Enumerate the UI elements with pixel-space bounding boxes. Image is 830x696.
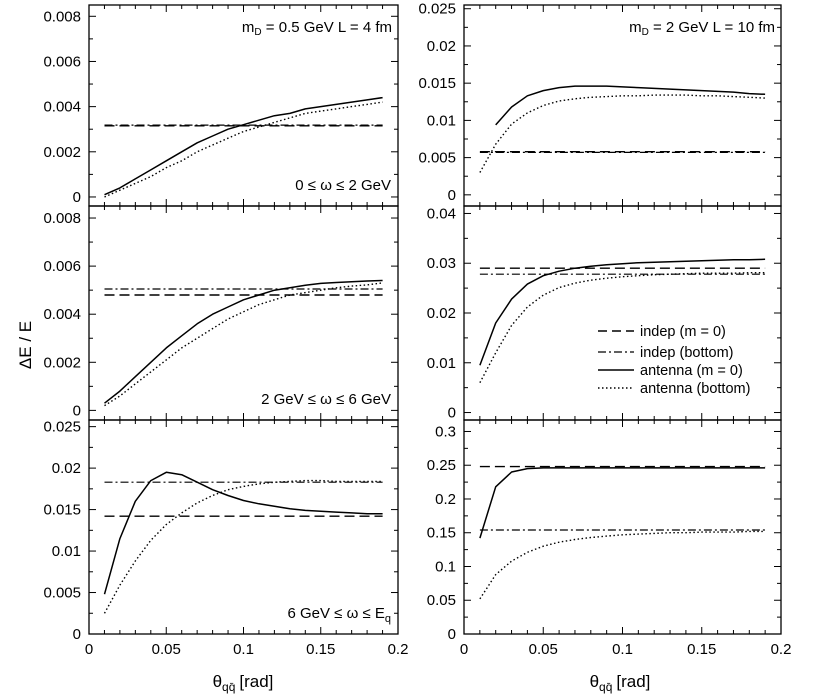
y-tick-label: 0.004: [43, 99, 81, 116]
y-tick-label: 0.01: [52, 543, 81, 560]
panels: 0 0.002 0.004 0.006 0.008 mD = 0.5 GeV L = 4 …: [43, 1, 791, 658]
x-tick-label: 0.1: [612, 641, 633, 658]
y-tick-label: 0.01: [427, 112, 456, 129]
series-line-antenna-bottom-: [104, 101, 383, 198]
x-tick-label: 0.15: [687, 641, 716, 658]
y-tick-label: 0.006: [43, 53, 81, 70]
panel-parameters: mD = 2 GeV L = 10 fm: [629, 19, 775, 38]
panel-omega-range: 2 GeV ≤ ω ≤ 6 GeV: [261, 391, 391, 408]
panel-parameters: mD = 0.5 GeV L = 4 fm: [242, 19, 392, 38]
panel-frame: [463, 419, 782, 635]
y-tick-label: 0.03: [427, 255, 456, 272]
panel-bottom-right: 0 0.05 0.1 0.15 0.2 0.25 0.3 0 0.05 0.1 0.15 0.2: [427, 419, 792, 658]
series-line-antenna-m-0-: [495, 85, 766, 126]
y-tick-label: 0.008: [43, 8, 81, 25]
y-tick-label: 0.3: [435, 423, 456, 440]
legend-label-indep-m0: indep (m = 0): [640, 324, 726, 340]
x-tick-label: 0.05: [152, 641, 181, 658]
y-tick-label: 0.02: [427, 305, 456, 322]
y-tick-label: 0.002: [43, 354, 81, 371]
panel-frame: [88, 205, 399, 421]
series-line-antenna-m-0-: [104, 279, 383, 404]
panel-omega-range: 0 ≤ ω ≤ 2 GeV: [295, 177, 391, 194]
y-tick-label: 0.02: [427, 38, 456, 55]
y-tick-label: 0.2: [435, 491, 456, 508]
y-tick-label: 0.005: [418, 150, 456, 167]
x-tick-label: 0.2: [388, 641, 409, 658]
panel-middle-left: 0 0.002 0.004 0.006 0.008 2 GeV ≤ ω ≤ 6 GeV: [43, 205, 399, 421]
y-tick-label: 0.25: [427, 457, 456, 474]
legend-label-antenna-bottom: antenna (bottom): [640, 381, 750, 397]
panel-middle-right: 0 0.01 0.02 0.03 0.04: [427, 205, 782, 422]
x-tick-label: 0: [85, 641, 93, 658]
panel-omega-range: 6 GeV ≤ ω ≤ Eq: [287, 605, 391, 625]
x-axis-title-right: θqq̄ [rad]: [590, 672, 651, 694]
y-tick-label: 0.002: [43, 144, 81, 161]
legend-label-antenna-m0: antenna (m = 0): [640, 363, 743, 379]
x-tick-label: 0.2: [771, 641, 792, 658]
y-tick-label: 0: [448, 187, 456, 204]
y-tick-label: 0: [73, 189, 81, 206]
y-tick-label: 0.004: [43, 306, 81, 323]
y-tick-label: 0.04: [427, 205, 456, 222]
y-tick-label: 0: [73, 626, 81, 643]
y-axis-title: ΔE / E: [16, 321, 35, 369]
y-tick-label: 0.15: [427, 525, 456, 542]
legend: indep (m = 0) indep (bottom) antenna (m …: [598, 324, 750, 397]
y-tick-label: 0: [448, 626, 456, 643]
y-tick-label: 0.005: [43, 585, 81, 602]
panel-top-left: 0 0.002 0.004 0.006 0.008 mD = 0.5 GeV L = 4 …: [43, 4, 399, 207]
y-tick-label: 0: [73, 402, 81, 419]
x-axis-title-left: θqq̄ [rad]: [213, 672, 274, 694]
series-line-antenna-bottom-: [104, 282, 383, 407]
y-tick-label: 0.01: [427, 355, 456, 372]
series-line-antenna-m-0-: [479, 467, 766, 539]
panel-frame: [88, 419, 399, 635]
y-tick-label: 0.008: [43, 210, 81, 227]
series-line-antenna-bottom-: [479, 530, 766, 600]
panel-bottom-left: 0 0.005 0.01 0.015 0.02 0.025 0 0.05 0.1 0.15 0.2 6…: [43, 419, 408, 658]
y-tick-label: 0.015: [43, 502, 81, 519]
series-line-antenna-m-0-: [104, 96, 383, 196]
y-tick-label: 0.015: [418, 75, 456, 92]
panel-top-right: 0 0.005 0.01 0.015 0.02 0.025 mD = 2 GeV L = 1…: [418, 1, 782, 207]
x-tick-label: 0: [460, 641, 468, 658]
series-line-antenna-m-0-: [479, 258, 766, 366]
y-tick-label: 0.006: [43, 258, 81, 275]
series-line-antenna-m-0-: [103, 471, 383, 595]
y-tick-label: 0.05: [427, 592, 456, 609]
series-line-antenna-bottom-: [103, 479, 383, 614]
x-tick-label: 0.1: [233, 641, 254, 658]
y-tick-label: 0.1: [435, 558, 456, 575]
legend-label-indep-bottom: indep (bottom): [640, 345, 734, 361]
y-tick-label: 0.02: [52, 460, 81, 477]
x-tick-label: 0.05: [529, 641, 558, 658]
y-tick-label: 0.025: [43, 419, 81, 436]
series-line-antenna-bottom-: [479, 94, 766, 173]
y-tick-label: 0.025: [418, 1, 456, 18]
x-tick-label: 0.15: [306, 641, 335, 658]
y-tick-label: 0: [448, 405, 456, 422]
